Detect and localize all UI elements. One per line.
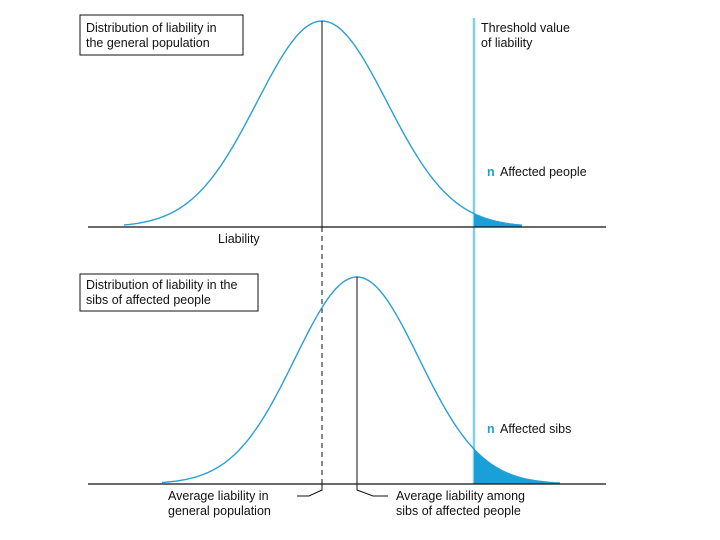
top-title-line2: the general population xyxy=(86,36,210,50)
top-title-box xyxy=(79,14,244,56)
threshold-label-line1: Threshold value xyxy=(481,21,570,35)
bottom-title-line2: sibs of affected people xyxy=(86,293,211,307)
bottom-title-line1: Distribution of liability in the xyxy=(86,278,238,292)
sibs-mean-callout-line1: Average liability among xyxy=(396,489,525,503)
bottom-affected-tail-area xyxy=(474,449,560,484)
general-mean-callout-line2: general population xyxy=(168,504,271,518)
sibs-mean-callout-line2: sibs of affected people xyxy=(396,504,521,518)
bottom-tail-label: Affected sibs xyxy=(500,422,571,436)
top-tail-label: Affected people xyxy=(500,165,587,179)
bottom-tail-marker: n xyxy=(487,422,495,436)
threshold-label-line2: of liability xyxy=(481,36,533,50)
top-affected-tail-area xyxy=(474,213,522,227)
bottom-title-box xyxy=(79,273,259,312)
liability-axis-label: Liability xyxy=(218,232,260,246)
sibs-mean-callout-leader xyxy=(356,484,388,497)
general-mean-callout-line1: Average liability in xyxy=(168,489,269,503)
bottom-distribution-curve xyxy=(161,276,561,484)
top-distribution-curve xyxy=(123,20,523,226)
top-title-line1: Distribution of liability in xyxy=(86,21,217,35)
top-tail-marker: n xyxy=(487,165,495,179)
general-mean-callout-leader xyxy=(297,484,323,497)
